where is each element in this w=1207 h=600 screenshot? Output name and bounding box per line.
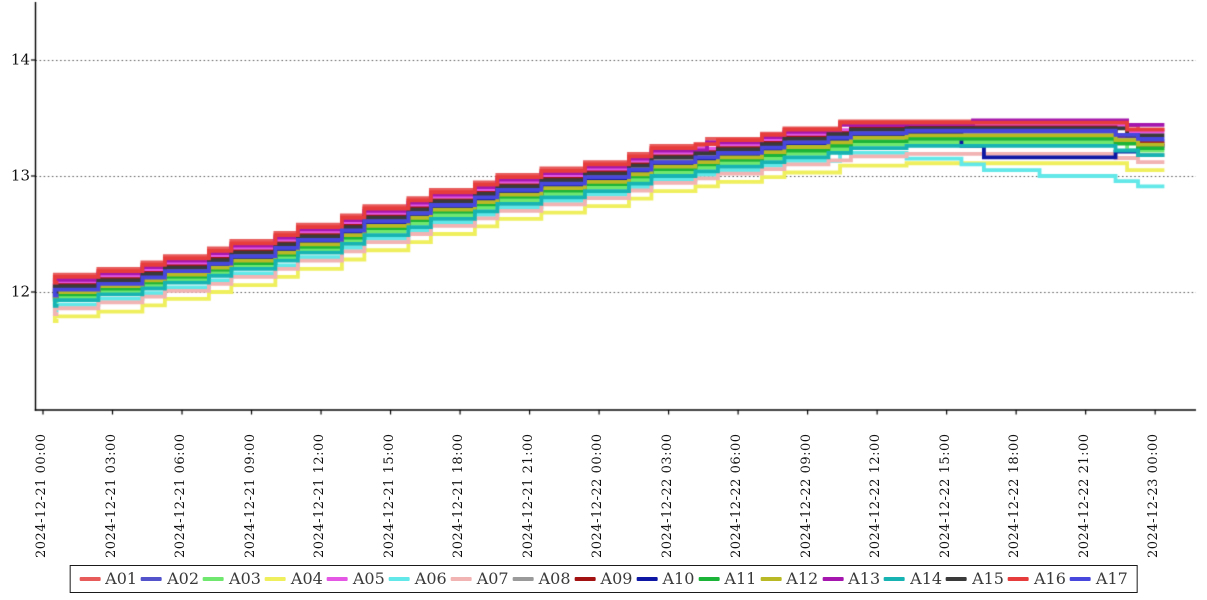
legend-item-a16: A16	[1007, 568, 1066, 590]
legend-item-a11: A11	[698, 568, 756, 590]
x-tick-label-12: 2024-12-22 12:00	[868, 433, 884, 558]
legend-swatch-a04	[264, 577, 286, 581]
legend-label-a10: A10	[662, 569, 695, 588]
legend-label-a06: A06	[414, 569, 447, 588]
legend-swatch-a11	[698, 577, 720, 581]
x-tick-label-3: 2024-12-21 09:00	[242, 433, 258, 558]
legend: A01 A02 A03 A04 A05 A06 A07 A08 A09 A10 A11 A12 A13 A…	[69, 565, 1138, 593]
x-tick-label-6: 2024-12-21 18:00	[451, 433, 467, 558]
legend-item-a05: A05	[326, 568, 385, 590]
legend-item-a07: A07	[450, 568, 509, 590]
legend-label-a14: A14	[910, 569, 943, 588]
legend-label-a03: A03	[229, 569, 261, 588]
legend-label-a02: A02	[167, 569, 200, 588]
legend-label-a13: A13	[848, 569, 881, 588]
x-tick-label-16: 2024-12-23 00:00	[1146, 433, 1162, 558]
legend-label-a12: A12	[786, 569, 819, 588]
legend-swatch-a06	[388, 577, 410, 581]
legend-swatch-a09	[574, 577, 596, 581]
legend-swatch-a12	[760, 577, 782, 581]
x-tick-label-0: 2024-12-21 00:00	[34, 433, 49, 558]
legend-item-a08: A08	[512, 568, 571, 590]
legend-swatch-a15	[946, 577, 968, 581]
x-tick-label-15: 2024-12-22 21:00	[1076, 433, 1092, 558]
legend-label-a04: A04	[290, 569, 323, 588]
legend-label-a11: A11	[724, 569, 757, 588]
legend-swatch-a02	[141, 577, 163, 581]
legend-swatch-a10	[636, 577, 658, 581]
legend-item-a09: A09	[574, 568, 633, 590]
x-tick-label-7: 2024-12-21 21:00	[520, 433, 536, 558]
x-tick-label-1: 2024-12-21 03:00	[103, 433, 119, 558]
legend-label-a05: A05	[352, 569, 385, 588]
legend-label-a07: A07	[476, 569, 509, 588]
legend-item-a06: A06	[388, 568, 447, 590]
legend-label-a09: A09	[600, 569, 633, 588]
legend-swatch-a03	[203, 577, 225, 581]
legend-swatch-a01	[79, 577, 101, 581]
legend-label-a08: A08	[538, 569, 571, 588]
y-tick-label-13: 13	[10, 166, 30, 185]
legend-item-a10: A10	[636, 568, 694, 590]
x-tick-label-2: 2024-12-21 06:00	[173, 433, 189, 558]
legend-label-a01: A01	[105, 569, 138, 588]
legend-label-a15: A15	[972, 569, 1004, 588]
legend-swatch-a07	[450, 577, 472, 581]
legend-swatch-a08	[512, 577, 534, 581]
legend-item-a02: A02	[141, 568, 199, 590]
legend-item-a01: A01	[79, 568, 137, 590]
legend-item-a04: A04	[264, 568, 323, 590]
x-tick-label-4: 2024-12-21 12:00	[312, 433, 328, 558]
x-tick-label-9: 2024-12-22 03:00	[659, 433, 675, 558]
legend-label-a16: A16	[1033, 569, 1066, 588]
legend-item-a14: A14	[884, 568, 942, 590]
legend-item-a03: A03	[203, 568, 261, 590]
x-tick-label-14: 2024-12-22 18:00	[1007, 433, 1023, 558]
legend-item-a17: A17	[1069, 568, 1128, 590]
legend-item-a12: A12	[760, 568, 818, 590]
y-tick-label-12: 12	[10, 282, 30, 301]
legend-swatch-a05	[326, 577, 348, 581]
legend-swatch-a16	[1007, 577, 1029, 581]
x-tick-label-11: 2024-12-22 09:00	[798, 433, 814, 558]
legend-item-a15: A15	[946, 568, 1004, 590]
x-tick-label-8: 2024-12-22 00:00	[590, 433, 606, 558]
x-tick-label-13: 2024-12-22 15:00	[937, 433, 953, 558]
legend-swatch-a17	[1069, 577, 1091, 581]
x-tick-label-5: 2024-12-21 15:00	[381, 433, 397, 558]
y-tick-label-14: 14	[10, 50, 30, 69]
legend-item-a13: A13	[822, 568, 880, 590]
legend-label-a17: A17	[1095, 569, 1128, 588]
x-tick-label-10: 2024-12-22 06:00	[729, 433, 745, 558]
legend-swatch-a14	[884, 577, 906, 581]
legend-swatch-a13	[822, 577, 844, 581]
